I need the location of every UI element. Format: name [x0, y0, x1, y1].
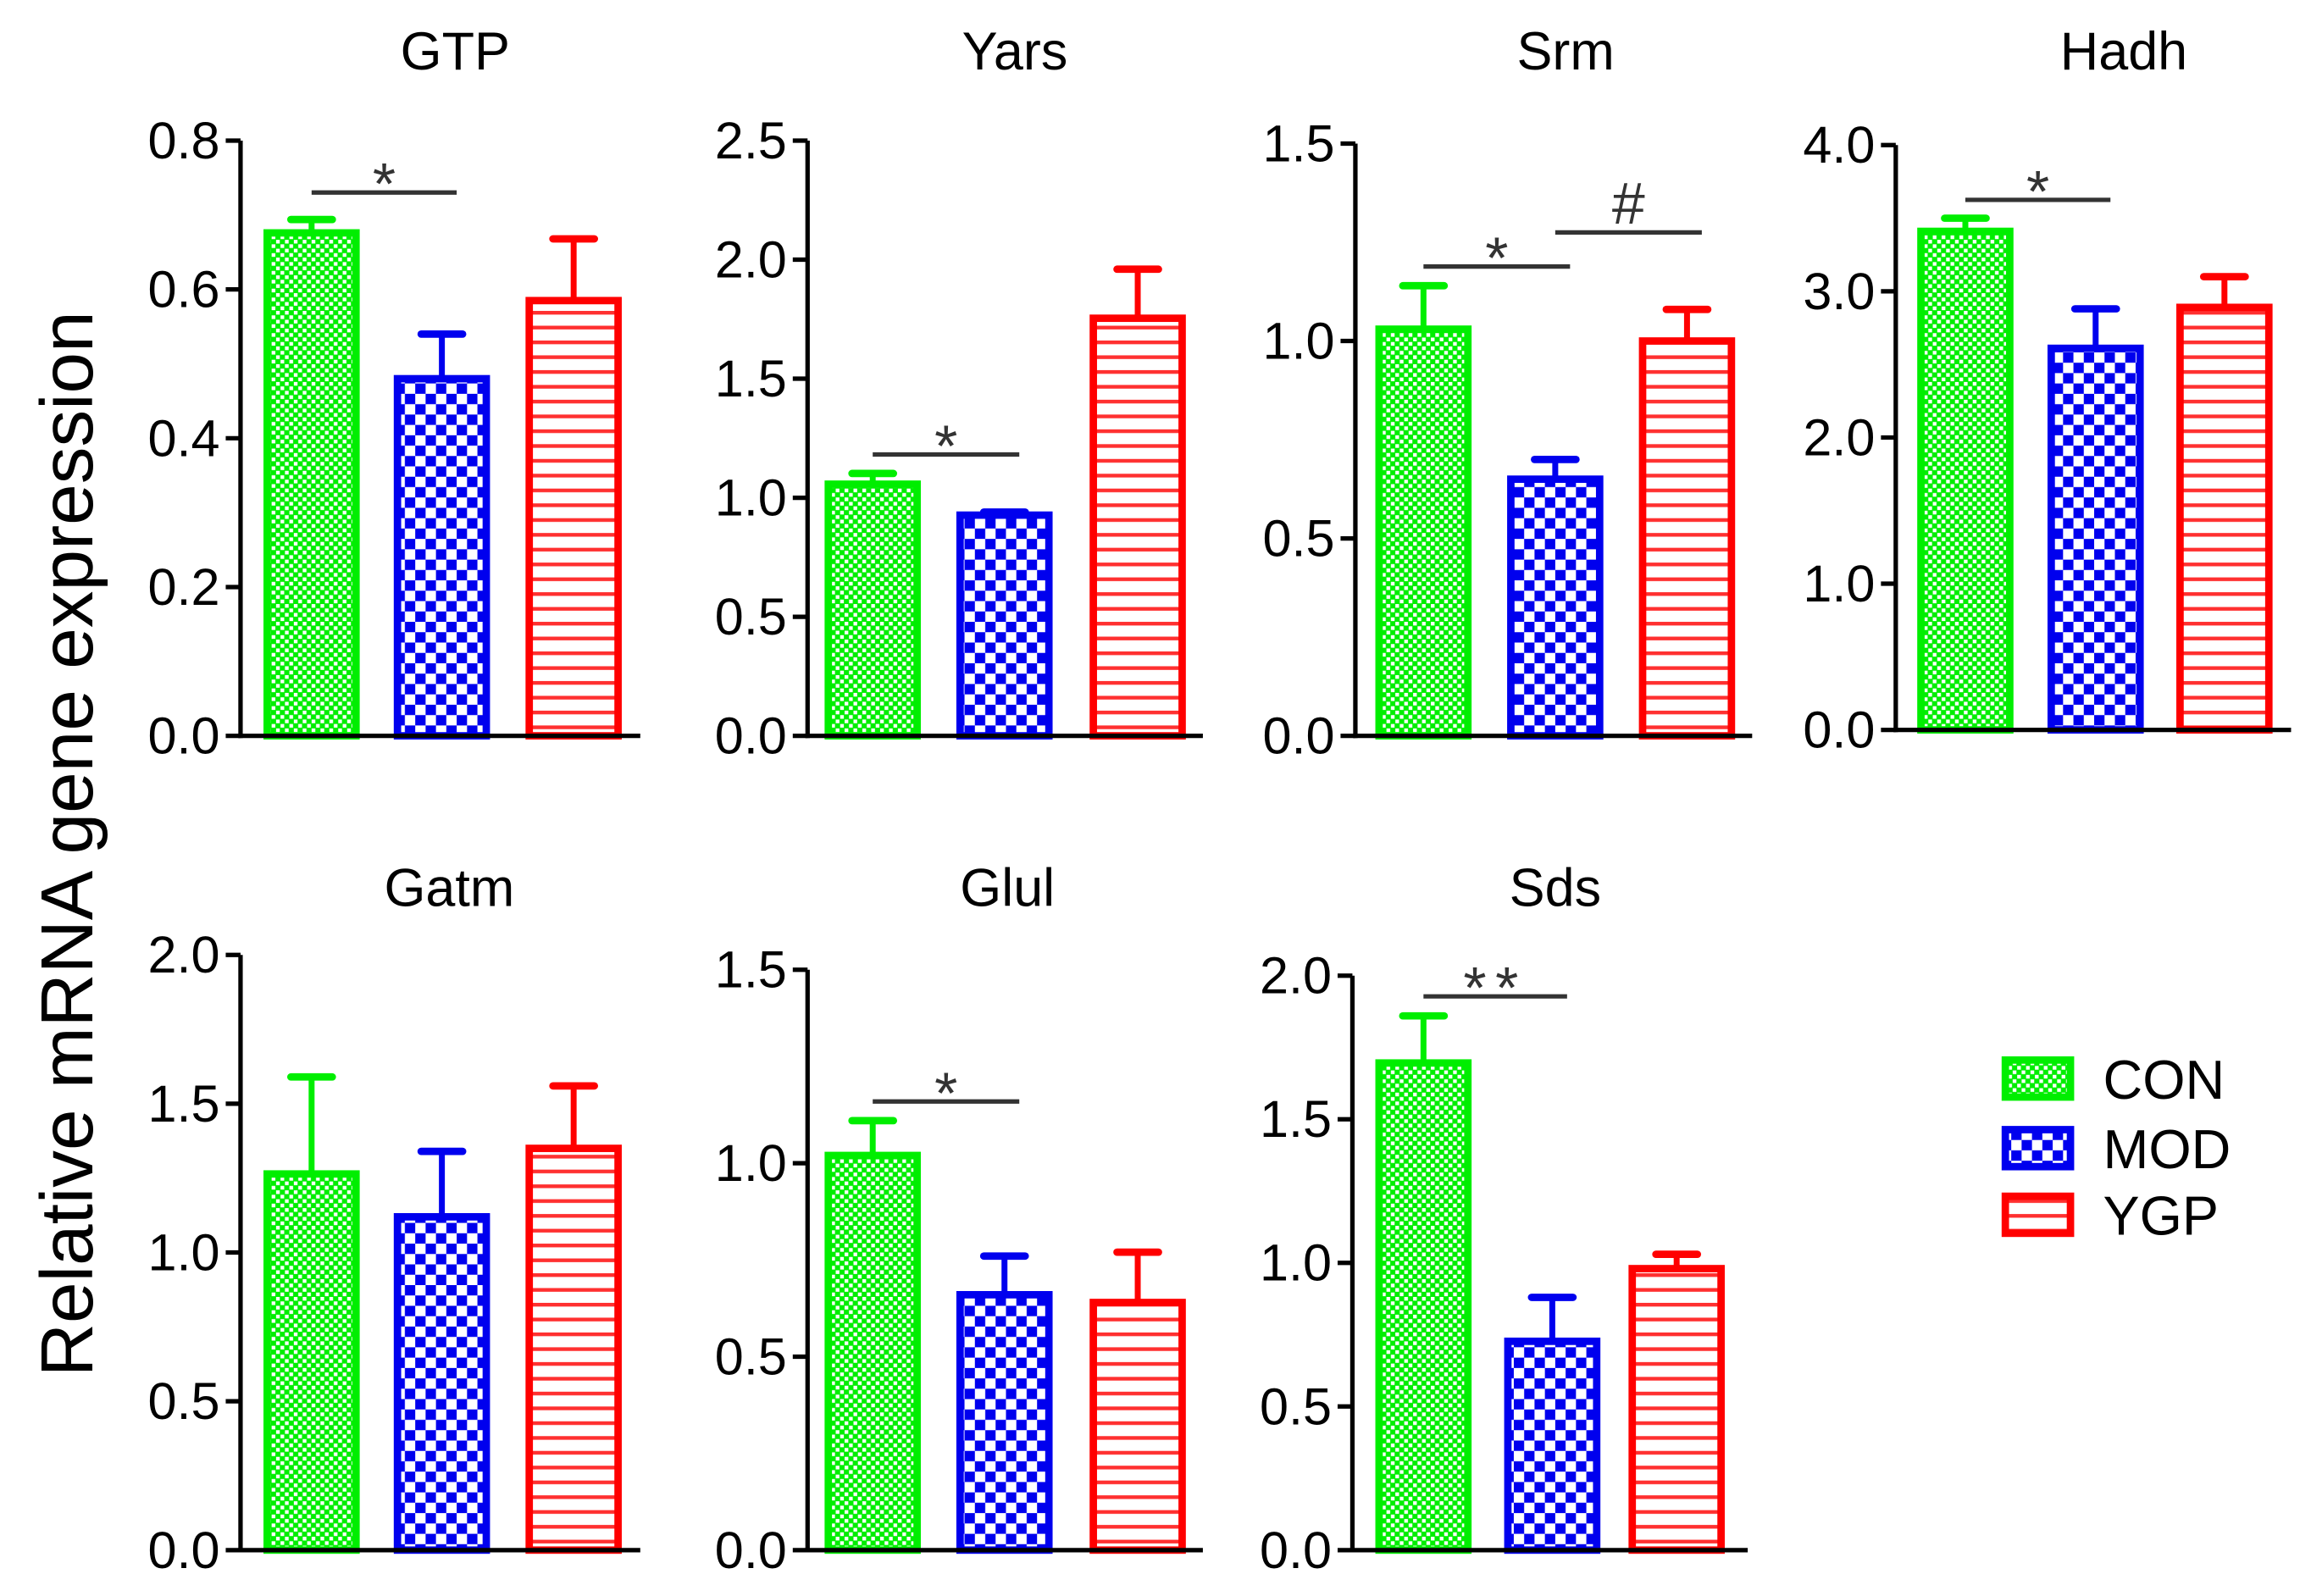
- y-tick-label: 0.0: [1260, 1521, 1332, 1579]
- panel-gatm: Gatm 0.0 0.5 1.0 1.5 2.0: [147, 859, 640, 1579]
- bar-mod: [956, 1291, 1053, 1554]
- panel-hadh: Hadh 0.0 1.0 2.0 3.0 4.0 *: [1803, 22, 2292, 759]
- legend-swatch-con: [2001, 1056, 2075, 1101]
- bar-mod: [956, 511, 1053, 740]
- legend-swatch-ygp: [2001, 1192, 2075, 1238]
- significance-mark: #: [1612, 170, 1645, 236]
- panel-title: Gatm: [384, 859, 514, 918]
- bar-ygp: [1628, 1265, 1725, 1554]
- bar-con: [263, 1170, 360, 1554]
- legend-item-mod: MOD: [2001, 1118, 2231, 1180]
- panel-title: Sds: [1510, 859, 1601, 918]
- y-tick-label: 0.0: [147, 1521, 219, 1579]
- panel-title: Srm: [1516, 22, 1614, 81]
- panel-title: Yars: [962, 22, 1068, 81]
- y-tick-label: 0.2: [147, 558, 219, 616]
- bar-con: [1375, 1059, 1472, 1554]
- bar-mod: [393, 374, 490, 740]
- y-tick-label: 0.5: [715, 1327, 787, 1385]
- bar-ygp: [1638, 337, 1736, 740]
- y-tick-label: 1.0: [1262, 313, 1334, 370]
- y-tick-label: 0.0: [147, 707, 219, 765]
- panel-title: GTP: [401, 22, 510, 81]
- y-tick-label: 0.0: [715, 1521, 787, 1579]
- y-tick-label: 1.5: [715, 350, 787, 407]
- significance-mark: *: [373, 151, 396, 217]
- bar-mod: [1507, 475, 1604, 740]
- legend-swatch-mod: [2001, 1126, 2075, 1171]
- y-tick-label: 1.0: [1260, 1234, 1332, 1292]
- y-tick-label: 0.5: [715, 588, 787, 646]
- bar-mod: [1504, 1337, 1601, 1554]
- y-tick-label: 0.4: [147, 409, 219, 467]
- y-tick-label: 0.5: [1260, 1377, 1332, 1435]
- legend-label: MOD: [2103, 1118, 2231, 1180]
- bar-mod: [2047, 344, 2144, 734]
- panel-glul: Glul 0.0 0.5 1.0 1.5 *: [715, 859, 1203, 1579]
- y-tick-label: 0.8: [147, 112, 219, 169]
- panel-srm: Srm 0.0 0.5 1.0 1.5 * #: [1262, 22, 1753, 765]
- y-tick-label: 3.0: [1803, 263, 1875, 320]
- y-tick-label: 0.6: [147, 261, 219, 319]
- y-tick-label: 1.5: [1260, 1090, 1332, 1148]
- bar-con: [1917, 227, 2014, 734]
- significance-mark: **: [1463, 955, 1527, 1021]
- y-tick-label: 2.5: [715, 112, 787, 169]
- bar-con: [263, 229, 360, 740]
- bar-ygp: [525, 1144, 622, 1554]
- significance-mark: *: [934, 413, 957, 479]
- y-tick-label: 4.0: [1803, 116, 1875, 174]
- y-tick-label: 1.5: [1262, 114, 1334, 172]
- significance-mark: *: [2026, 158, 2049, 224]
- significance-mark: *: [934, 1060, 957, 1126]
- panel-title: Hadh: [2060, 22, 2187, 81]
- y-tick-label: 2.0: [715, 231, 787, 289]
- bar-ygp: [525, 296, 622, 740]
- y-tick-label: 1.0: [1803, 555, 1875, 612]
- significance-mark: *: [1485, 225, 1508, 291]
- y-tick-label: 0.5: [1262, 510, 1334, 568]
- y-axis-label: Relative mRNA gene expression: [25, 311, 108, 1377]
- bar-ygp: [1089, 1299, 1186, 1554]
- y-tick-label: 2.0: [147, 926, 219, 984]
- y-tick-label: 0.0: [1262, 707, 1334, 765]
- y-tick-label: 0.5: [147, 1372, 219, 1430]
- bar-con: [824, 480, 921, 740]
- y-tick-label: 0.0: [1803, 701, 1875, 759]
- bar-con: [824, 1151, 921, 1554]
- y-tick-label: 1.0: [147, 1224, 219, 1282]
- y-tick-label: 1.5: [715, 941, 787, 999]
- y-tick-label: 1.5: [147, 1075, 219, 1133]
- legend-label: CON: [2103, 1049, 2225, 1111]
- legend-item-con: CON: [2001, 1049, 2225, 1111]
- y-tick-label: 2.0: [1260, 947, 1332, 1005]
- y-tick-label: 0.0: [715, 707, 787, 765]
- panel-yars: Yars 0.0 0.5 1.0 1.5 2.0 2.5 *: [715, 22, 1203, 765]
- y-tick-label: 2.0: [1803, 408, 1875, 466]
- panel-gtp: GTP 0.0 0.2 0.4 0.6 0.8 *: [147, 22, 640, 765]
- y-tick-label: 1.0: [715, 1134, 787, 1192]
- bar-ygp: [2176, 303, 2273, 734]
- legend-label: YGP: [2103, 1185, 2220, 1247]
- bar-mod: [393, 1213, 490, 1554]
- bar-ygp: [1089, 314, 1186, 740]
- panel-title: Glul: [960, 859, 1055, 918]
- panel-sds: Sds 0.0 0.5 1.0 1.5 2.0 **: [1260, 859, 1748, 1579]
- y-tick-label: 1.0: [715, 469, 787, 527]
- legend-item-ygp: YGP: [2001, 1185, 2220, 1247]
- bar-con: [1375, 325, 1472, 740]
